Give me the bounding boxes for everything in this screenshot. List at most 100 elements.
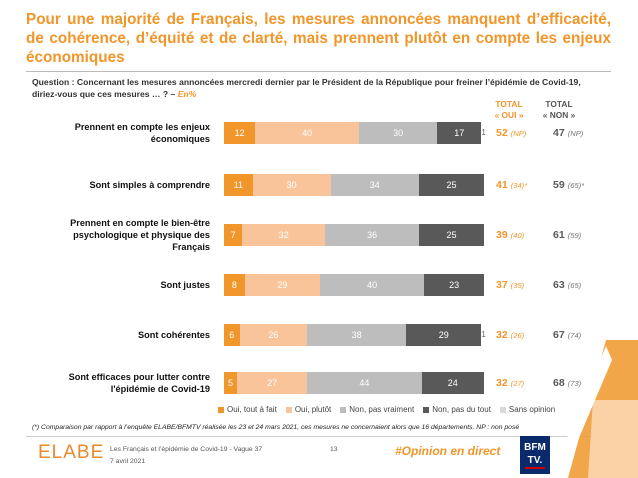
bar-segment-pas-du-tout: 25	[419, 224, 484, 246]
footer-divider	[26, 436, 611, 437]
bar-segment-pas-vraiment: 30	[359, 122, 438, 144]
total-non-number: 59	[553, 179, 565, 191]
total-oui-value: 37 (35)	[496, 274, 540, 297]
total-oui-header-line2: « OUI »	[494, 110, 524, 120]
total-oui-comparison: (35)	[510, 281, 525, 290]
stacked-bar: 6 26 38 29 1	[224, 324, 486, 346]
bfmtv-logo: BFM TV.	[520, 436, 550, 474]
total-oui-value: 32 (27)	[496, 372, 540, 395]
total-non-header-line1: TOTAL	[545, 99, 573, 109]
total-non-comparison: (NP)	[567, 129, 584, 138]
total-non-comparison: (74)	[567, 331, 582, 340]
bar-segment-pas-vraiment: 38	[307, 324, 406, 346]
bar-segment-sans-opinion: 1	[481, 330, 486, 339]
total-non-number: 68	[553, 377, 565, 389]
stacked-bar: 8 29 40 23	[224, 274, 484, 296]
total-oui-comparison: (26)	[510, 331, 525, 340]
bar-segment-pas-vraiment: 40	[320, 274, 425, 296]
total-oui-value: 32 (26)	[496, 324, 540, 347]
hashtag: #Opinion en direct	[395, 444, 501, 458]
study-date: 7 avril 2021	[110, 458, 146, 465]
legend-swatch	[218, 406, 224, 413]
bar-segment-pas-du-tout: 24	[421, 372, 484, 394]
total-non-value: 68 (73)	[553, 372, 601, 395]
total-non-number: 61	[553, 229, 565, 241]
bar-segment-pas-du-tout: 29	[406, 324, 482, 346]
study-name: Les Français et l’épidémie de Covid-19 -…	[110, 446, 263, 453]
bar-segment-sans-opinion: 1	[481, 128, 486, 137]
bar-segment-plutot: 32	[242, 224, 326, 246]
bar-segment-pas-vraiment: 34	[330, 174, 419, 196]
question-unit: En%	[177, 89, 197, 99]
legend-item: Oui, plutôt	[285, 405, 332, 414]
total-non-value: 67 (74)	[553, 324, 601, 347]
total-non-header: TOTAL « NON »	[536, 99, 582, 121]
stacked-bar: 11 30 34 25	[224, 174, 484, 196]
bar-segment-plutot: 29	[244, 274, 321, 296]
total-oui-number: 41	[496, 179, 508, 191]
total-non-comparison: (65)*	[567, 181, 585, 190]
total-oui-number: 39	[496, 229, 508, 241]
legend-item: Sans opinion	[499, 405, 555, 414]
total-non-value: 63 (65)	[553, 274, 601, 297]
total-non-comparison: (59)	[567, 231, 582, 240]
question-text: Question : Concernant les mesures annonc…	[32, 76, 592, 100]
row-label: Prennent en compte le bien-être psycholo…	[70, 218, 210, 252]
bar-segment-plutot: 26	[239, 324, 308, 346]
stacked-bar: 5 27 44 24	[224, 372, 484, 394]
legend-swatch	[285, 406, 292, 413]
footnote: (*) Comparaison par rapport à l’enquête …	[32, 424, 520, 431]
total-non-comparison: (65)	[567, 281, 582, 290]
legend-label: Oui, plutôt	[294, 405, 332, 414]
bar-segment-tout-a-fait: 7	[224, 224, 243, 246]
total-oui-number: 37	[496, 279, 508, 291]
bar-segment-pas-du-tout: 23	[424, 274, 484, 296]
total-non-value: 47 (NP)	[553, 122, 601, 145]
bar-segment-pas-vraiment: 44	[307, 372, 422, 394]
total-oui-header: TOTAL « OUI »	[486, 99, 532, 121]
total-oui-comparison: (34)*	[510, 181, 528, 190]
row-label: Sont efficaces pour lutter contre l'épid…	[68, 372, 210, 394]
question-body: Question : Concernant les mesures annonc…	[32, 77, 581, 99]
total-non-number: 47	[553, 127, 565, 139]
total-oui-number: 32	[496, 329, 508, 341]
bar-segment-plutot: 27	[237, 372, 308, 394]
total-oui-value: 52 (NP)	[496, 122, 540, 145]
total-non-number: 63	[553, 279, 565, 291]
total-oui-number: 52	[496, 127, 508, 139]
legend-label: Non, pas du tout	[432, 405, 491, 414]
bar-segment-tout-a-fait: 11	[224, 174, 253, 196]
legend-item: Non, pas vraiment	[340, 405, 414, 414]
total-oui-comparison: (NP)	[510, 129, 527, 138]
total-non-header-line2: « NON »	[542, 110, 576, 120]
row-label: Prennent en compte les enjeux économique…	[74, 122, 210, 144]
title-divider	[26, 71, 611, 72]
bfm-logo-text-top: BFM	[524, 442, 546, 453]
legend-label: Oui, tout à fait	[227, 405, 277, 414]
bfm-logo-text-bottom: TV.	[527, 455, 543, 466]
total-non-number: 67	[553, 329, 565, 341]
bar-segment-pas-vraiment: 36	[325, 224, 419, 246]
legend-item: Non, pas du tout	[423, 405, 491, 414]
total-non-value: 61 (59)	[553, 224, 601, 247]
stacked-bar: 12 40 30 17 1	[224, 122, 486, 144]
total-oui-number: 32	[496, 377, 508, 389]
legend-swatch	[423, 406, 430, 413]
total-oui-value: 39 (40)	[496, 224, 540, 247]
total-non-value: 59 (65)*	[553, 174, 601, 197]
legend-swatch	[499, 406, 506, 413]
page-number: 13	[330, 446, 338, 453]
total-oui-value: 41 (34)*	[496, 174, 540, 197]
total-oui-header-line1: TOTAL	[495, 99, 523, 109]
legend-swatch	[340, 406, 347, 413]
bar-segment-tout-a-fait: 12	[224, 122, 256, 144]
row-label: Sont justes	[160, 280, 210, 290]
bar-segment-plutot: 40	[255, 122, 360, 144]
bar-segment-plutot: 30	[252, 174, 331, 196]
decorative-a-shape	[550, 340, 638, 478]
bar-segment-pas-du-tout: 17	[437, 122, 482, 144]
row-label: Sont cohérentes	[138, 330, 210, 340]
bfm-logo-bar	[525, 467, 545, 469]
total-oui-comparison: (27)	[510, 379, 525, 388]
legend-item: Oui, tout à fait	[218, 405, 277, 414]
